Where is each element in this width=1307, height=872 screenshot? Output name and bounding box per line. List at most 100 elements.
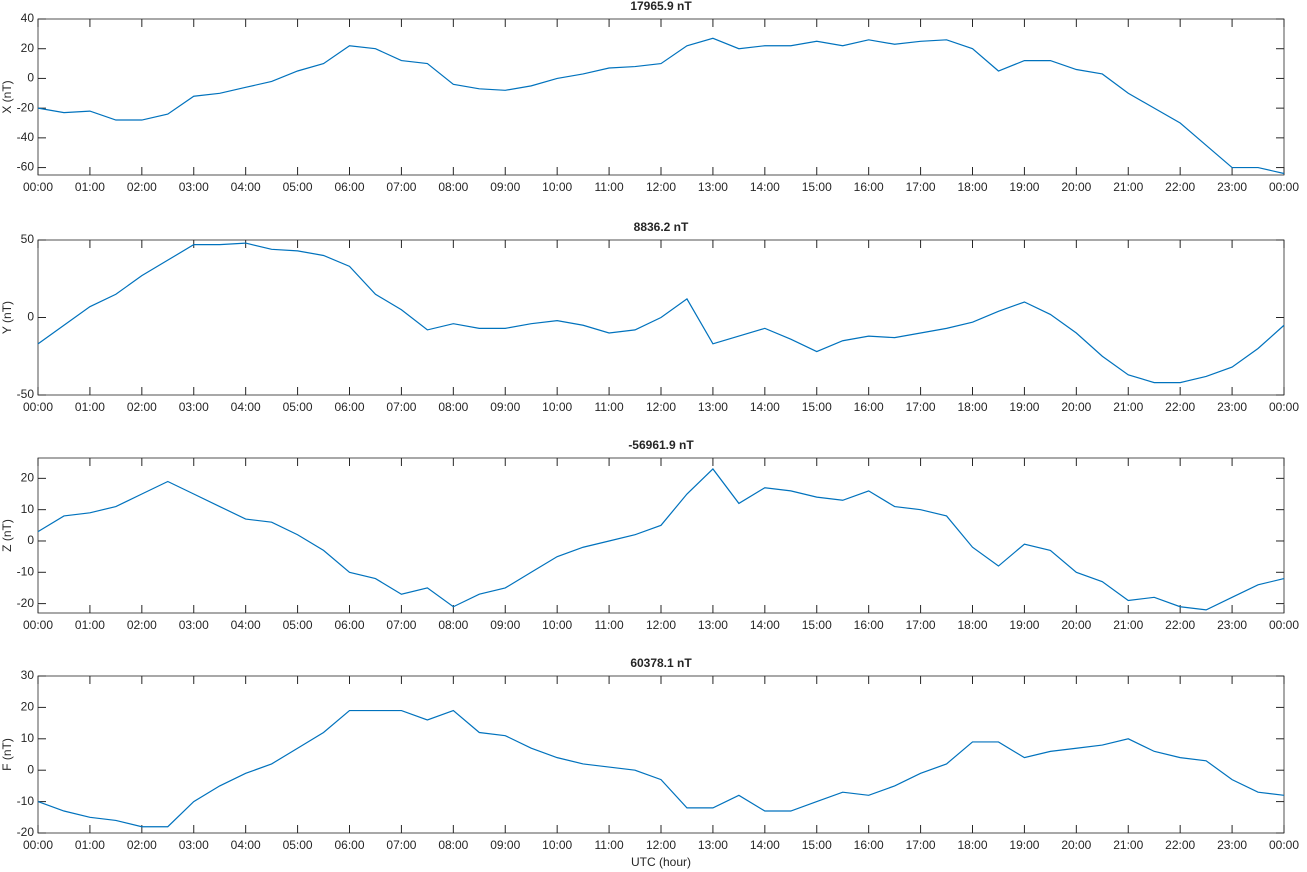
x-tick-label: 14:00 (750, 618, 780, 632)
x-tick-label: 19:00 (1009, 838, 1039, 852)
x-tick-label: 00:00 (1269, 180, 1299, 194)
y-tick-label: -20 (17, 825, 35, 839)
x-tick-label: 08:00 (438, 180, 468, 194)
y-tick-label: 20 (21, 700, 35, 714)
y-axis-label: Z (nT) (0, 519, 14, 552)
x-tick-label: 09:00 (490, 838, 520, 852)
x-tick-label: 00:00 (23, 618, 53, 632)
x-tick-label: 20:00 (1061, 180, 1091, 194)
y-tick-label: -10 (17, 794, 35, 808)
y-tick-label: 0 (27, 762, 34, 776)
x-tick-label: 03:00 (179, 400, 209, 414)
x-tick-label: 11:00 (595, 180, 624, 194)
x-tick-label: 11:00 (595, 618, 624, 632)
x-tick-label: 00:00 (23, 400, 53, 414)
x-tick-label: 16:00 (854, 838, 884, 852)
x-tick-label: 12:00 (646, 618, 676, 632)
x-tick-label: 09:00 (490, 618, 520, 632)
y-tick-label: 30 (21, 668, 35, 682)
x-tick-label: 09:00 (490, 400, 520, 414)
x-tick-label: 17:00 (906, 180, 936, 194)
x-tick-label: 18:00 (957, 180, 987, 194)
data-line (37, 242, 1285, 384)
subplot-title: -56961.9 nT (628, 438, 694, 452)
x-tick-label: 02:00 (127, 180, 157, 194)
x-tick-label: 17:00 (906, 838, 936, 852)
y-tick-label: 10 (21, 731, 35, 745)
x-tick-label: 03:00 (179, 618, 209, 632)
x-tick-label: 08:00 (438, 400, 468, 414)
x-tick-label: 15:00 (802, 180, 832, 194)
plot-area (37, 675, 1285, 834)
x-tick-label: 04:00 (231, 400, 261, 414)
x-tick-label: 00:00 (23, 180, 53, 194)
y-tick-label: 0 (27, 71, 34, 85)
x-tick-label: 06:00 (334, 180, 364, 194)
x-tick-label: 10:00 (542, 618, 572, 632)
x-tick-label: 22:00 (1165, 400, 1195, 414)
y-tick-label: 20 (21, 41, 35, 55)
subplot-title: 60378.1 nT (630, 656, 692, 670)
x-tick-label: 21:00 (1113, 400, 1143, 414)
x-tick-label: 01:00 (75, 838, 105, 852)
x-tick-label: 19:00 (1009, 180, 1039, 194)
x-tick-label: 12:00 (646, 838, 676, 852)
x-tick-label: 21:00 (1113, 180, 1143, 194)
x-tick-label: 01:00 (75, 180, 105, 194)
x-tick-label: 23:00 (1217, 838, 1247, 852)
x-tick-label: 05:00 (283, 838, 313, 852)
x-tick-label: 11:00 (595, 838, 624, 852)
x-tick-label: 00:00 (1269, 400, 1299, 414)
subplot: 00:00 01:00 02:00 03:00 04:00 05:00 06:00 07:00… (0, 438, 1299, 632)
y-tick-label: -60 (17, 160, 35, 174)
x-tick-label: 13:00 (698, 180, 728, 194)
x-tick-label: 04:00 (231, 838, 261, 852)
x-tick-label: 18:00 (957, 838, 987, 852)
y-axis-label: Y (nT) (0, 301, 14, 334)
y-axis-label: F (nT) (0, 738, 14, 771)
x-tick-label: 23:00 (1217, 180, 1247, 194)
x-tick-label: 01:00 (75, 618, 105, 632)
subplot-title: 8836.2 nT (634, 220, 689, 234)
y-tick-label: 0 (27, 533, 34, 547)
x-tick-label: 10:00 (542, 180, 572, 194)
x-tick-label: 17:00 (906, 400, 936, 414)
x-tick-label: 19:00 (1009, 400, 1039, 414)
x-tick-label: 22:00 (1165, 838, 1195, 852)
subplot: 00:00 01:00 02:00 03:00 04:00 05:00 06:00 07:00… (0, 656, 1299, 869)
x-tick-label: 07:00 (386, 400, 416, 414)
x-tick-label: 17:00 (906, 618, 936, 632)
x-tick-label: 21:00 (1113, 618, 1143, 632)
x-tick-label: 18:00 (957, 400, 987, 414)
subplot: 00:00 01:00 02:00 03:00 04:00 05:00 06:00 07:00… (0, 0, 1299, 194)
data-line (37, 37, 1285, 175)
x-tick-label: 20:00 (1061, 838, 1091, 852)
x-axis-label: UTC (hour) (631, 855, 691, 869)
data-line (37, 468, 1285, 611)
plot-area (37, 457, 1285, 614)
x-tick-label: 04:00 (231, 618, 261, 632)
x-tick-label: 11:00 (595, 400, 624, 414)
x-tick-label: 14:00 (750, 180, 780, 194)
x-tick-label: 03:00 (179, 838, 209, 852)
y-tick-label: -20 (17, 596, 35, 610)
x-tick-label: 09:00 (490, 180, 520, 194)
x-tick-label: 16:00 (854, 180, 884, 194)
x-tick-label: 15:00 (802, 838, 832, 852)
x-tick-label: 12:00 (646, 180, 676, 194)
x-tick-label: 20:00 (1061, 400, 1091, 414)
y-tick-label: 50 (21, 232, 35, 246)
x-tick-label: 00:00 (1269, 618, 1299, 632)
y-axis-label: X (nT) (0, 80, 14, 113)
y-tick-label: -40 (17, 130, 35, 144)
y-tick-label: 0 (27, 310, 34, 324)
x-tick-label: 20:00 (1061, 618, 1091, 632)
x-tick-label: 06:00 (334, 838, 364, 852)
x-tick-label: 10:00 (542, 838, 572, 852)
y-tick-label: 10 (21, 502, 35, 516)
x-tick-label: 13:00 (698, 618, 728, 632)
x-tick-label: 13:00 (698, 838, 728, 852)
subplot: 00:00 01:00 02:00 03:00 04:00 05:00 06:00 07:00… (0, 220, 1299, 414)
x-tick-label: 05:00 (283, 180, 313, 194)
